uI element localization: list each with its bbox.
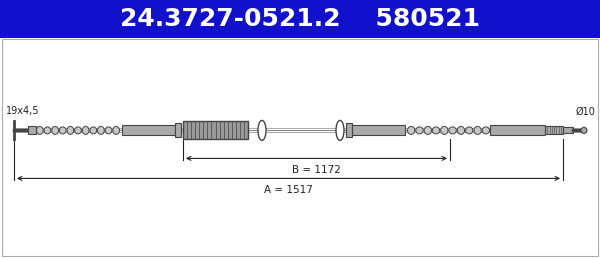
Ellipse shape [407, 126, 415, 134]
Ellipse shape [336, 120, 344, 140]
Ellipse shape [457, 126, 464, 134]
Ellipse shape [433, 127, 440, 134]
Ellipse shape [52, 126, 58, 134]
Text: Ø10: Ø10 [575, 106, 595, 116]
Ellipse shape [440, 126, 448, 134]
Ellipse shape [59, 127, 66, 134]
Bar [545, 126, 563, 134]
Bar [563, 127, 573, 133]
Text: 24.3727-0521.2    580521: 24.3727-0521.2 580521 [120, 7, 480, 31]
Text: 19x4,5: 19x4,5 [6, 106, 40, 116]
Bar [175, 123, 181, 138]
Ellipse shape [482, 127, 490, 134]
Ellipse shape [67, 126, 74, 134]
Bar [122, 125, 175, 135]
Bar [2, 39, 598, 256]
Ellipse shape [466, 127, 473, 134]
Ellipse shape [474, 126, 481, 134]
Ellipse shape [37, 126, 43, 134]
Bar [0, 0, 600, 38]
Ellipse shape [82, 126, 89, 134]
Ellipse shape [105, 127, 112, 134]
Bar [183, 122, 248, 139]
Bar [352, 125, 405, 135]
Ellipse shape [74, 127, 82, 134]
Ellipse shape [424, 126, 431, 134]
Bar [490, 125, 545, 135]
Text: A = 1517: A = 1517 [264, 186, 313, 195]
Ellipse shape [90, 127, 97, 134]
Ellipse shape [113, 126, 119, 134]
Bar [346, 123, 352, 138]
Text: B = 1172: B = 1172 [292, 165, 341, 175]
Bar [28, 126, 36, 134]
Ellipse shape [449, 127, 457, 134]
Ellipse shape [581, 127, 587, 133]
Ellipse shape [98, 126, 104, 134]
Ellipse shape [416, 127, 423, 134]
Ellipse shape [258, 120, 266, 140]
Ellipse shape [44, 127, 51, 134]
